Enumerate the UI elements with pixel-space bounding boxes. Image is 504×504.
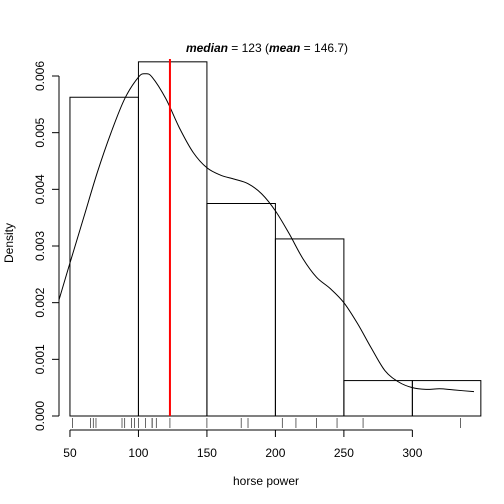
y-tick-label-6: 0.006 xyxy=(33,61,47,91)
histogram-bar-5 xyxy=(411,380,482,417)
histogram-bar-3 xyxy=(274,238,345,417)
histogram-bar-1 xyxy=(137,61,208,417)
rug-marks xyxy=(72,418,461,428)
y-tick-label-2: 0.002 xyxy=(33,287,47,317)
histogram-bar-2 xyxy=(206,203,276,417)
x-tick-label-5: 300 xyxy=(402,446,422,460)
histogram-bars xyxy=(69,61,482,417)
x-tick-label-2: 150 xyxy=(197,446,217,460)
x-tick-label-4: 250 xyxy=(334,446,354,460)
x-tick-label-3: 200 xyxy=(265,446,285,460)
x-tick-label-0: 50 xyxy=(63,446,77,460)
chart-title: median = 123 (mean = 146.7) xyxy=(186,41,348,55)
x-axis: 50 100 150 200 250 300 xyxy=(63,429,423,460)
x-tick-label-1: 100 xyxy=(128,446,148,460)
histogram-bar-4 xyxy=(343,380,413,417)
y-tick-label-0: 0.000 xyxy=(33,401,47,431)
y-axis-label: Density xyxy=(2,223,16,263)
title-median-value: = 123 ( xyxy=(228,41,269,55)
x-axis-label: horse power xyxy=(233,474,299,488)
y-tick-label-4: 0.004 xyxy=(33,174,47,204)
title-median-label: median xyxy=(186,41,228,55)
histogram-bar-0 xyxy=(69,96,139,417)
density-curve xyxy=(59,73,474,393)
y-tick-label-3: 0.003 xyxy=(33,231,47,261)
y-tick-label-1: 0.001 xyxy=(33,344,47,374)
y-tick-label-5: 0.005 xyxy=(33,117,47,147)
y-axis: 0.000 0.001 0.002 0.003 0.004 0.005 0.006 xyxy=(33,61,60,431)
density-curve-group xyxy=(59,73,474,393)
title-mean-value: = 146.7) xyxy=(300,41,348,55)
title-mean-label: mean xyxy=(269,41,300,55)
